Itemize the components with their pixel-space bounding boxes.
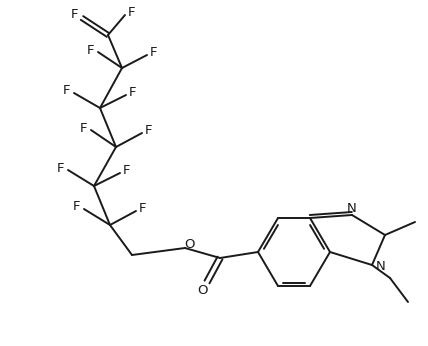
Text: F: F bbox=[139, 202, 147, 216]
Text: N: N bbox=[347, 201, 357, 215]
Text: F: F bbox=[150, 46, 158, 60]
Text: F: F bbox=[129, 86, 137, 100]
Text: F: F bbox=[71, 9, 79, 21]
Text: F: F bbox=[123, 164, 131, 177]
Text: F: F bbox=[128, 6, 136, 18]
Text: N: N bbox=[376, 260, 386, 273]
Text: F: F bbox=[80, 121, 88, 135]
Text: F: F bbox=[87, 44, 95, 56]
Text: O: O bbox=[198, 283, 208, 297]
Text: F: F bbox=[57, 162, 65, 174]
Text: F: F bbox=[63, 84, 71, 98]
Text: F: F bbox=[145, 125, 153, 137]
Text: O: O bbox=[185, 237, 195, 251]
Text: F: F bbox=[73, 200, 81, 213]
